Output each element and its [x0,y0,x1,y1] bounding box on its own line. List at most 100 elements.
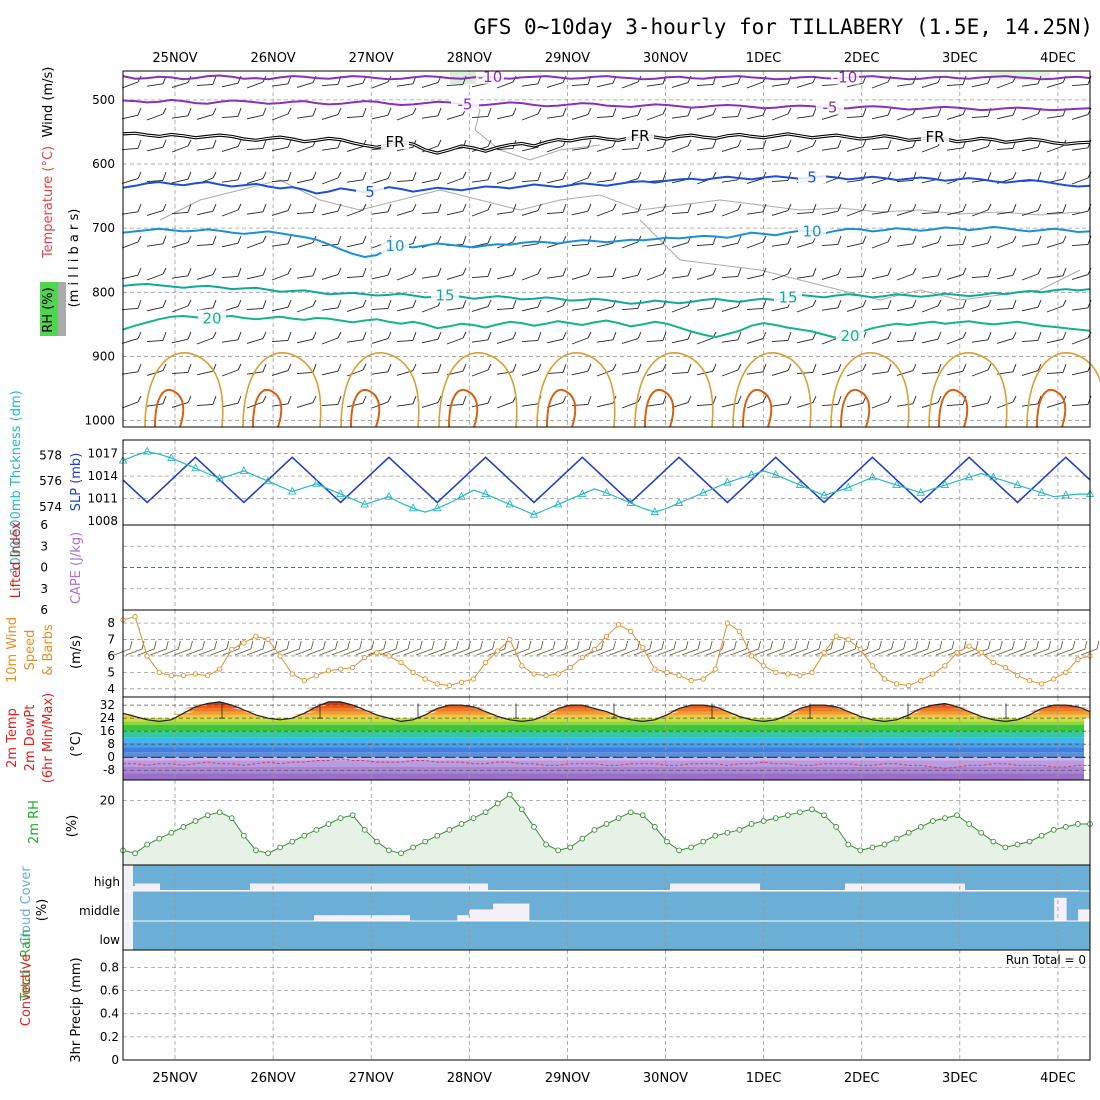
wind-barb [212,299,217,308]
wind-barb [712,139,717,148]
wind-barb [521,370,539,376]
wind-barb [1071,403,1089,407]
thickness-marker [263,476,273,485]
wind-barb [496,274,514,280]
wind-barb [996,114,1014,120]
wind10m-barb [295,648,312,656]
wind-barb [212,331,217,339]
wind10m-marker [241,640,247,646]
wind-barb [562,267,567,276]
wind-barb [821,403,839,407]
wind-barb [421,338,439,344]
isotherm-25 [1026,352,1100,428]
wind-barb [487,363,492,371]
wind10m-barb [347,640,350,650]
wind-barb [387,299,392,309]
wind10m-barb [645,648,662,656]
y-tick-label: 0.6 [100,984,119,998]
wind-barb [987,299,992,307]
wind-barb [137,171,142,179]
wind-barb [871,274,889,280]
isotherm-5 [122,175,1091,195]
wind-barb [487,331,492,340]
wind-barb [871,211,889,215]
wind10m-barb [270,648,288,656]
wind-barb [746,338,764,344]
date-label-bottom: 30NOV [643,1071,688,1086]
wind-barb [512,107,517,116]
thickness-marker [892,480,901,489]
wind-barb [596,402,614,408]
rh2m-marker [241,832,247,839]
dewpoint-line [123,758,1090,770]
wind-barb [987,171,992,180]
wind-barb [1062,267,1067,276]
cloud-clear-middle [516,903,530,921]
wind10m-marker [422,676,428,682]
thickness-marker [336,489,345,498]
temperature-color-band [123,737,1084,743]
wind-barb [146,273,164,281]
wind-barb [537,363,542,371]
rh2m-marker [361,826,368,833]
wind-barb [1071,274,1089,280]
isotherm-label: 5 [807,168,817,186]
wind-barb [721,275,739,279]
wind-barb [1037,331,1042,341]
wind10m-barb [758,640,761,650]
wind10m-barb [730,648,747,656]
cloud-clear-middle [349,915,363,921]
wind10m-barb [125,648,143,656]
ylabel-rh2m-unit: (%) [65,815,80,838]
y-tick-label: 900 [92,349,115,363]
wind-barb [571,337,589,345]
wind10m-marker [531,671,537,677]
wind10m-barb [428,648,445,656]
rh2m-marker [458,821,465,827]
ylabel-temperature: Temperature (°C) [41,146,56,259]
wind-barb [621,211,639,215]
wind-barb [362,171,367,180]
wind10m-barb [286,640,290,650]
run-total-annotation: Run Total = 0 [1006,953,1086,967]
wind-barb [962,235,967,245]
wind-barb [646,403,664,407]
wind-barb [1037,395,1042,404]
wind-barb [471,82,489,88]
wind-barb [162,267,167,275]
date-label-top: 1DEC [746,51,782,66]
cloud-clear-high [719,883,733,891]
wind10m-marker [712,666,718,672]
wind-barb [771,339,789,343]
wind-barb [337,267,342,275]
wind-barb [187,107,192,116]
wind-barb [762,107,767,116]
wind-barb [462,299,467,308]
thickness-marker [529,509,539,518]
y-tick-label: 8 [107,737,115,751]
wind-barb [146,243,164,247]
wind-barb [187,395,192,403]
isotherm-20 [122,314,1091,339]
wind10m-marker [398,659,404,666]
rh2m-marker [760,818,767,824]
wind-barb [662,363,667,371]
wind-barb [337,107,342,115]
wind-barb [237,299,242,307]
wind-barb [371,114,389,120]
wind-barb [621,274,639,280]
wind-barb [646,83,664,87]
wind-barb [296,338,314,344]
wind-barb [437,363,442,373]
ylabel-wind10m: Speed [23,630,38,671]
rh2m-marker [579,835,586,842]
rh2m-marker [772,815,779,821]
wind-barb [1012,235,1017,243]
wind10m-marker [325,668,332,674]
wind-barb [237,203,242,211]
wind-barb [471,242,489,248]
wind-barb [437,331,442,340]
wind10m-marker [628,628,634,634]
wind-barb [271,243,289,247]
wind-barb [771,83,789,87]
